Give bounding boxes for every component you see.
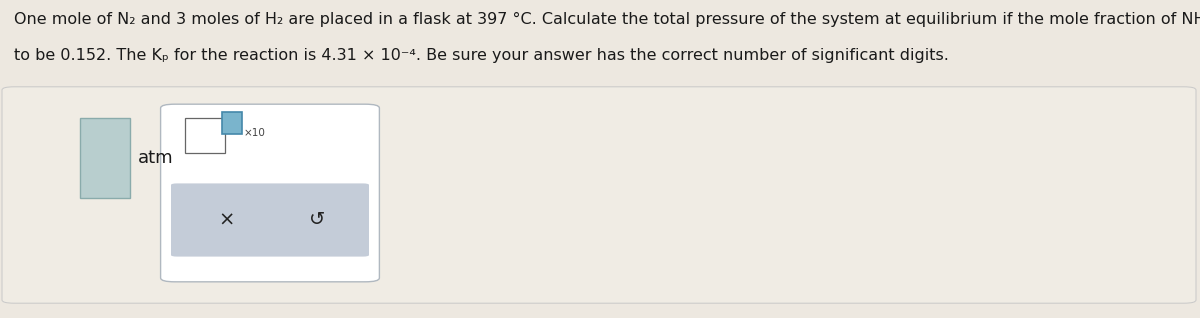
Text: One mole of N₂ and 3 moles of H₂ are placed in a flask at 397 °C. Calculate the : One mole of N₂ and 3 moles of H₂ are pla… — [14, 12, 1200, 27]
Text: ↺: ↺ — [308, 211, 325, 230]
FancyBboxPatch shape — [170, 183, 370, 257]
Text: to be 0.152. The Kₚ for the reaction is 4.31 × 10⁻⁴. Be sure your answer has the: to be 0.152. The Kₚ for the reaction is … — [14, 48, 949, 63]
Text: ×10: ×10 — [244, 128, 266, 138]
FancyBboxPatch shape — [80, 118, 130, 198]
FancyBboxPatch shape — [185, 118, 226, 153]
Text: atm: atm — [138, 149, 174, 167]
FancyBboxPatch shape — [161, 104, 379, 282]
FancyBboxPatch shape — [2, 87, 1196, 303]
Text: ×: × — [218, 211, 235, 230]
FancyBboxPatch shape — [222, 112, 242, 134]
